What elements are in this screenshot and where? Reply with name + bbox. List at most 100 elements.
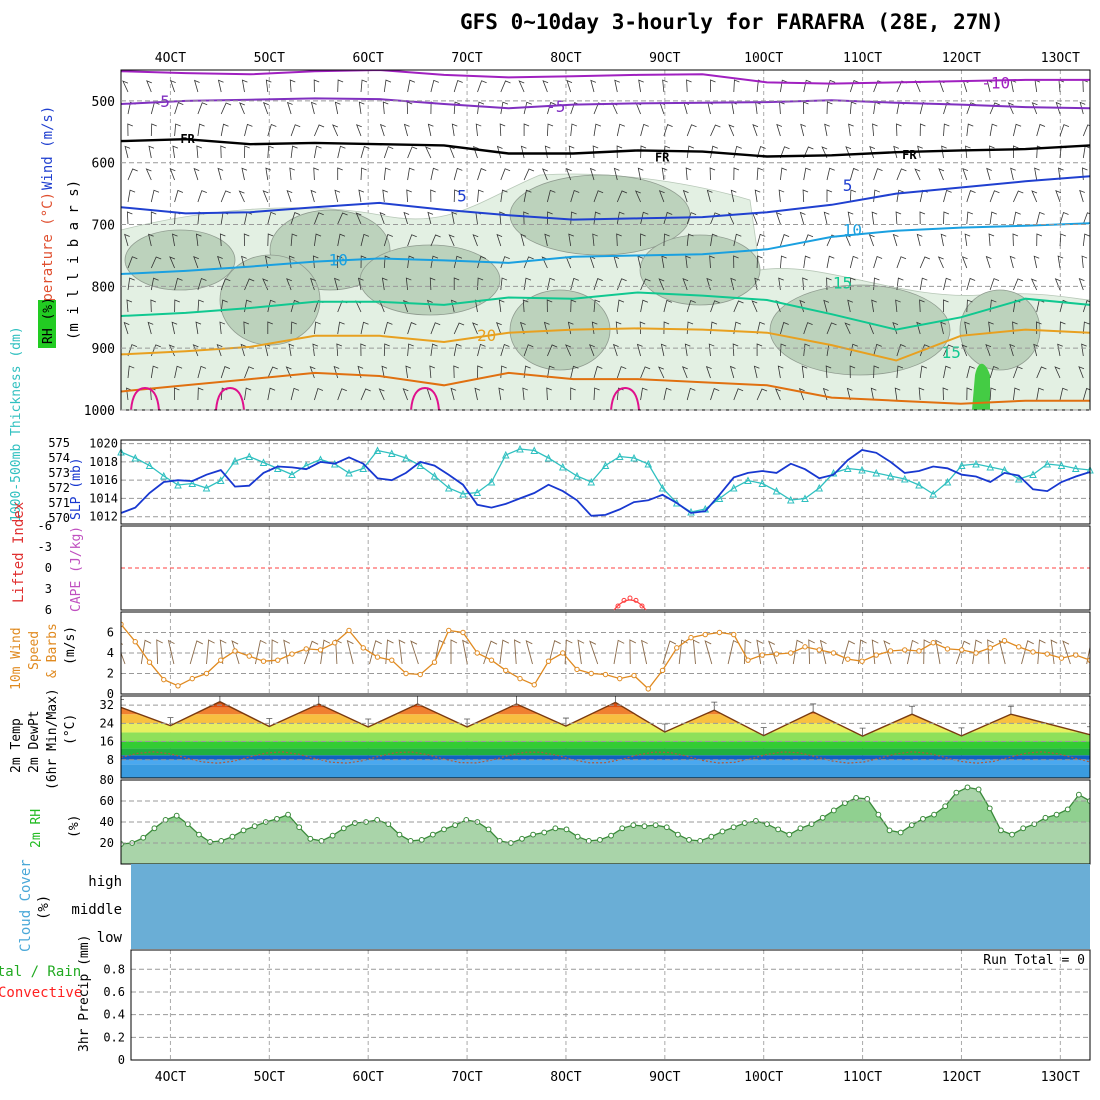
wind10m-point [916,648,922,654]
rh2m-point [1053,811,1060,818]
wind-barb [966,365,975,379]
wind-barb [523,189,532,203]
wind-barb [616,145,623,159]
wind-barb [127,277,135,291]
wind-barb [197,102,208,115]
wind-barb [1082,212,1090,225]
wind-barb [1007,102,1014,115]
wind-barb [640,299,649,313]
temp2m-line [121,700,1090,737]
rh2m-point [541,829,548,836]
rh2m-point [730,824,737,831]
rh2m-point [853,794,860,801]
wind-barb [337,167,343,180]
wind-barb [803,255,811,269]
wind-barb [914,168,921,181]
wind-barb [547,365,555,379]
wind-barb [197,387,204,401]
wind-barb [919,299,925,313]
upper-air-ylabel-group: Wind (m/s) Temperature (°C)RH (%) (m i l l… [38,106,82,348]
wind-barb [312,255,319,269]
li-point [621,597,627,603]
temp2m-layer [121,696,1090,778]
surface-wind-barb [140,639,152,665]
surface-wind-barb [858,639,867,665]
wind-barb [966,277,976,291]
isotherm-label: -5 [151,92,170,111]
wind-barb [477,80,487,93]
surface-wind-barb [871,639,879,665]
wind-barb [500,343,510,357]
wind-barb [334,189,341,203]
ylabel-millibars: (m i l l i b a r s) [66,180,82,340]
cloud-level-label: high [88,874,122,890]
surface-wind-barb [756,639,764,665]
wind-barb [496,145,503,159]
wind-barb [616,233,622,247]
wind-barb [239,102,245,115]
bottom-date-label: 9OCT [649,1070,680,1085]
li-point [627,595,633,601]
thickness-point [159,471,168,480]
rh2m-point [1075,791,1082,798]
wind-barb [896,256,907,269]
wind-barb [896,189,904,203]
wind-barb [1009,343,1016,357]
wind-barb [407,79,416,93]
wind-barb [523,211,529,225]
wind-barb [1055,101,1062,115]
wind-barb [966,387,973,401]
wind-barb [616,366,627,379]
wind-barb [966,190,976,203]
upper-air-ytick: 900 [92,342,115,357]
wind10m-ylabel-group: Speed [27,631,42,670]
temp-minmax-bar [661,723,668,732]
temp-mask [121,696,1090,737]
wind-barb [1013,387,1021,401]
rh2m-point [819,814,826,821]
wind10m-point [132,639,138,645]
thickness-point [444,483,453,492]
wind-barb [430,79,439,93]
wind-barb [638,79,644,93]
wind-barb [358,189,365,203]
wind-barb [943,123,950,137]
wind-barb [174,277,183,291]
wind-barb [314,124,325,137]
rh2m-point [608,832,614,839]
wind10m-point [944,646,951,652]
wind-barb [775,211,782,225]
rh2m-point [519,835,525,842]
wind10m-point [602,671,609,678]
thickness-point [758,479,767,487]
wind-barb [681,366,688,379]
rh2m-tick: 40 [100,815,114,829]
wind-barb [686,145,695,159]
wind10m-point [659,667,666,674]
wind-barb [383,321,393,335]
rh2m-point [307,835,314,842]
temp-band [121,755,1090,760]
wind-barb [640,123,649,137]
wind-barb [709,167,716,181]
surface-wind-barb [1021,640,1034,665]
wind-barb [360,145,370,159]
wind-barb [710,388,720,401]
wind-barb [403,123,410,137]
wind-barb [729,365,736,379]
rh-shade-dark [769,284,951,376]
surface-wind-barb [398,639,406,665]
rh2m-point [920,815,926,822]
chart-title: GFS 0~10day 3-hourly for FARAFRA (28E, 2… [460,10,1004,34]
ylabel-thickness: 1000-500mb Thickness (dm) [9,326,24,522]
wind-barb [988,321,994,335]
ylabel-temp2m: (6hr Min/Max) [45,688,60,790]
wind-barb [756,145,766,159]
wind-barb [940,321,946,335]
wind-barb [334,101,341,115]
wind-barb [568,145,575,159]
wind10m-point [246,653,252,659]
wind-barb [197,277,207,291]
wind-barb [802,189,809,203]
wind10m-point [873,652,879,658]
